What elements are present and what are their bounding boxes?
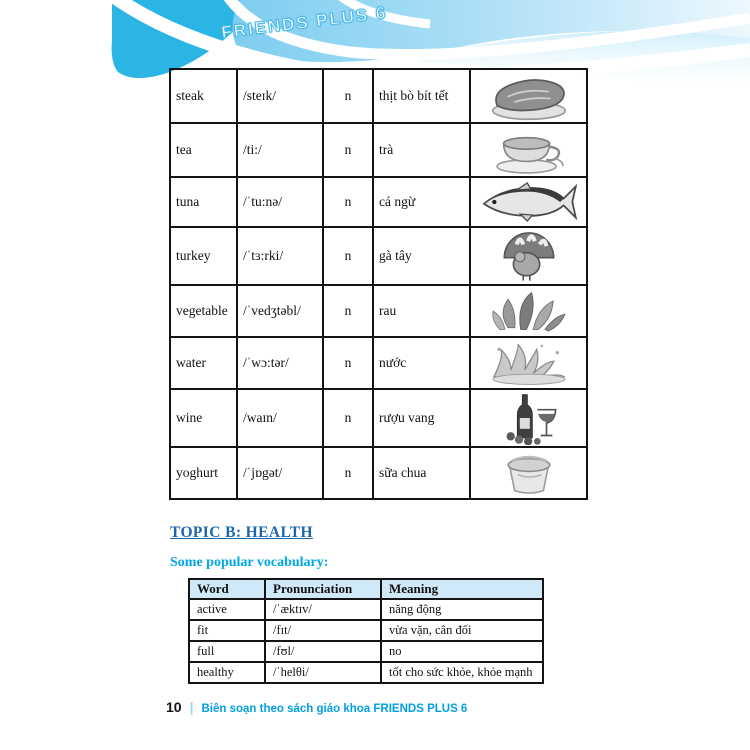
meaning-cell: trà	[372, 122, 471, 178]
pronunciation-cell: /ˈwɔ:tər/	[236, 336, 324, 390]
pronunciation-cell: /ˈtɜ:rki/	[236, 226, 324, 286]
footer-credit: Biên soạn theo sách giáo khoa FRIENDS PL…	[201, 703, 468, 715]
health-table-row: fit/fɪt/vừa vặn, cân đối	[188, 619, 544, 642]
health-table-head: Word Pronunciation Meaning	[188, 578, 544, 600]
turkey-image	[469, 226, 588, 286]
food-table-row: wine/waɪn/n rượu vang	[169, 388, 588, 448]
word-cell: water	[169, 336, 238, 390]
health-table-row: healthy/ˈhelθi/tốt cho sức khỏe, khỏe mạ…	[188, 661, 544, 684]
pos-cell: n	[322, 122, 374, 178]
meaning-cell: nước	[372, 336, 471, 390]
pos-cell: n	[322, 284, 374, 338]
pos-cell: n	[322, 68, 374, 124]
food-vocabulary-table: steak/steɪk/n thịt bò bít tết tea/ti:/n trà…	[169, 68, 588, 500]
pos-cell: n	[322, 176, 374, 228]
meaning-cell: tốt cho sức khỏe, khỏe mạnh	[380, 661, 544, 684]
word-cell: turkey	[169, 226, 238, 286]
health-table-row: active/ˈæktɪv/năng động	[188, 598, 544, 621]
page-number: 10	[166, 699, 182, 715]
word-cell: steak	[169, 68, 238, 124]
health-vocabulary-table: Word Pronunciation Meaning active/ˈæktɪv/n…	[188, 578, 544, 684]
food-table-row: vegetable/ˈvedʒtəbl/n rau	[169, 284, 588, 338]
pronunciation-cell: /ˈjɒgət/	[236, 446, 324, 500]
meaning-cell: cá ngừ	[372, 176, 471, 228]
meaning-cell: gà tây	[372, 226, 471, 286]
word-cell: tuna	[169, 176, 238, 228]
wine-image	[469, 388, 588, 448]
word-cell: vegetable	[169, 284, 238, 338]
yoghurt-image	[469, 446, 588, 500]
pronunciation-cell: /steɪk/	[236, 68, 324, 124]
sub-heading: Some popular vocabulary:	[170, 555, 329, 570]
meaning-cell: rượu vang	[372, 388, 471, 448]
pos-cell: n	[322, 336, 374, 390]
food-table-row: water/ˈwɔ:tər/n nước	[169, 336, 588, 390]
food-table-row: steak/steɪk/n thịt bò bít tết	[169, 68, 588, 124]
pronunciation-cell: /fɪt/	[264, 619, 382, 642]
pronunciation-cell: /ˈvedʒtəbl/	[236, 284, 324, 338]
pronunciation-cell: /ˈæktɪv/	[264, 598, 382, 621]
meaning-cell: rau	[372, 284, 471, 338]
pos-cell: n	[322, 446, 374, 500]
health-header-word: Word	[188, 578, 266, 600]
word-cell: tea	[169, 122, 238, 178]
pos-cell: n	[322, 226, 374, 286]
health-table-body: active/ˈæktɪv/năng động fit/fɪt/vừa vặn, …	[188, 598, 544, 684]
word-cell: yoghurt	[169, 446, 238, 500]
food-table-row: tuna/ˈtu:nə/n cá ngừ	[169, 176, 588, 228]
meaning-cell: thịt bò bít tết	[372, 68, 471, 124]
health-table-row: full/fʊl/no	[188, 640, 544, 663]
meaning-cell: vừa vặn, cân đối	[380, 619, 544, 642]
vegetable-image	[469, 284, 588, 338]
meaning-cell: năng động	[380, 598, 544, 621]
meaning-cell: sữa chua	[372, 446, 471, 500]
topic-heading: TOPIC B: HEALTH	[170, 524, 313, 541]
pronunciation-cell: /waɪn/	[236, 388, 324, 448]
word-cell: active	[188, 598, 266, 621]
health-header-row: Word Pronunciation Meaning	[188, 578, 544, 600]
water-image	[469, 336, 588, 390]
steak-image	[469, 68, 588, 124]
pronunciation-cell: /ˈhelθi/	[264, 661, 382, 684]
word-cell: wine	[169, 388, 238, 448]
word-cell: full	[188, 640, 266, 663]
pronunciation-cell: /fʊl/	[264, 640, 382, 663]
food-table-row: yoghurt/ˈjɒgət/n sữa chua	[169, 446, 588, 500]
health-header-pronunciation: Pronunciation	[264, 578, 382, 600]
food-table-row: tea/ti:/n trà	[169, 122, 588, 178]
pronunciation-cell: /ti:/	[236, 122, 324, 178]
tea-image	[469, 122, 588, 178]
food-table-row: turkey/ˈtɜ:rki/n gà tây	[169, 226, 588, 286]
word-cell: fit	[188, 619, 266, 642]
footer-separator: |	[189, 699, 194, 715]
tuna-image	[469, 176, 588, 228]
pronunciation-cell: /ˈtu:nə/	[236, 176, 324, 228]
meaning-cell: no	[380, 640, 544, 663]
page-footer: 10 | Biên soạn theo sách giáo khoa FRIEN…	[166, 699, 467, 715]
food-table-body: steak/steɪk/n thịt bò bít tết tea/ti:/n trà…	[169, 68, 588, 500]
pos-cell: n	[322, 388, 374, 448]
health-header-meaning: Meaning	[380, 578, 544, 600]
word-cell: healthy	[188, 661, 266, 684]
